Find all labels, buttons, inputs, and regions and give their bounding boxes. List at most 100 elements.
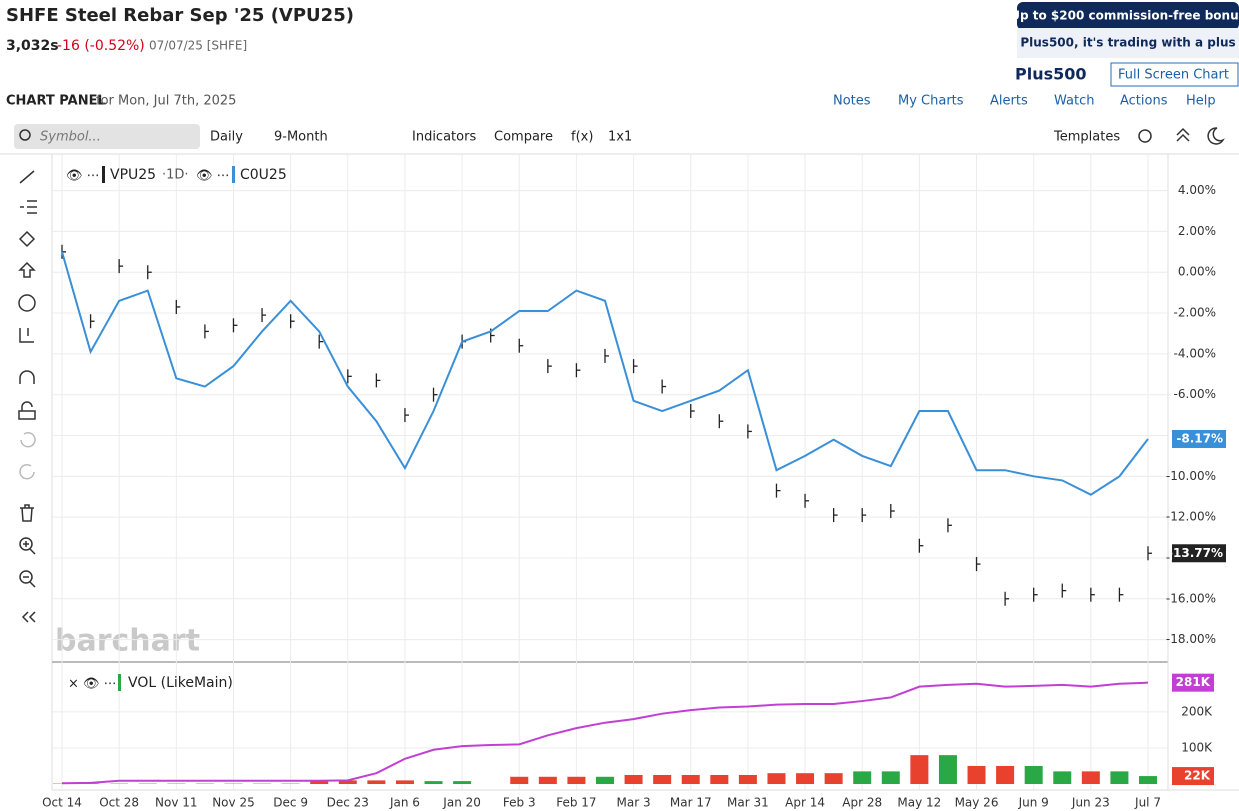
tool-measure[interactable] — [19, 328, 34, 343]
x-tick-label: Oct 14 — [42, 796, 82, 810]
x-tick-label: Apr 14 — [785, 796, 825, 810]
last-value-tag — [1172, 767, 1214, 786]
theme-icon[interactable] — [1207, 127, 1225, 145]
nav-link[interactable]: Watch — [1054, 94, 1094, 109]
legend-entry[interactable]: VOL (LikeMain) — [128, 675, 233, 691]
last-value-label: 22K — [1184, 769, 1211, 783]
tool-annotate[interactable] — [18, 294, 36, 312]
last-value-label: 281K — [1176, 675, 1211, 689]
x-tick-label: Oct 28 — [99, 796, 139, 810]
panel-date: for Mon, Jul 7th, 2025 — [96, 94, 236, 109]
x-tick-label: Mar 31 — [727, 796, 769, 810]
promo-tagline[interactable]: Plus500, it's trading with a plus — [1020, 36, 1235, 50]
volume-bar — [824, 773, 843, 784]
y-tick-label: -6.00% — [1174, 387, 1216, 401]
nav-link[interactable]: Help — [1186, 94, 1216, 109]
tool-fib[interactable] — [20, 200, 37, 214]
y-tick-label: 100K — [1181, 740, 1213, 754]
last-value-tag — [1172, 673, 1214, 692]
y-tick-label: 200K — [1181, 704, 1213, 718]
open-interest-line — [61, 681, 1149, 785]
tool-redo[interactable] — [19, 464, 35, 480]
tool-shape[interactable] — [18, 230, 36, 248]
tool-undo[interactable] — [20, 432, 36, 448]
full-screen-button[interactable] — [1110, 62, 1239, 87]
x-tick-label: Mar 17 — [670, 796, 712, 810]
legend-icons: 👁 ⋯ — [196, 169, 230, 184]
x-tick-label: May 12 — [897, 796, 941, 810]
settings-icon[interactable] — [1138, 129, 1152, 143]
volume-bar — [596, 776, 614, 784]
legend-icons: × 👁 ⋯ — [68, 677, 117, 692]
legend-entry[interactable]: C0U25 — [240, 167, 287, 183]
tool-line[interactable] — [19, 170, 35, 184]
legend-entry[interactable]: VPU25 — [110, 167, 156, 183]
x-tick-label: Dec 9 — [273, 796, 308, 810]
volume-bar — [796, 773, 815, 784]
promo-logo[interactable]: Plus500 — [1015, 65, 1087, 84]
last-value-label: -8.17% — [1176, 431, 1223, 445]
y-tick-label: 0.00% — [1178, 265, 1216, 279]
promo-headline[interactable]: Up to $200 commission-free bonus — [1010, 9, 1239, 23]
nav-link[interactable]: Notes — [833, 94, 871, 109]
panel-label: CHART PANEL — [6, 94, 106, 109]
nav-link[interactable]: My Charts — [898, 94, 964, 109]
toolbar-item[interactable]: Compare — [494, 130, 553, 145]
toolbar-item[interactable]: f(x) — [571, 130, 593, 145]
tool-magnet[interactable] — [19, 370, 35, 384]
volume-bar — [338, 780, 357, 784]
volume-bar — [996, 765, 1015, 784]
x-tick-label: Feb 17 — [556, 796, 596, 810]
search-box[interactable] — [14, 124, 200, 149]
volume-bar — [853, 771, 872, 784]
y-tick-label: 4.00% — [1178, 183, 1216, 197]
y-tick-label: 2.00% — [1178, 224, 1216, 238]
x-tick-label: May 26 — [955, 796, 999, 810]
x-tick-label: Nov 25 — [212, 796, 255, 810]
volume-bar — [367, 780, 386, 784]
toolbar-item[interactable]: 1x1 — [608, 130, 632, 145]
y-tick-label: -2.00% — [1174, 306, 1216, 320]
volume-bar — [910, 755, 929, 784]
last-value-tag — [1172, 429, 1226, 448]
volume-bar — [967, 765, 986, 784]
volume-bar — [424, 781, 443, 784]
zoom-in-glyph — [23, 541, 36, 555]
volume-bar — [738, 774, 757, 784]
volume-bar — [1139, 776, 1157, 784]
nav-link[interactable]: Alerts — [990, 94, 1028, 109]
price: 3,032s — [6, 38, 59, 54]
volume-bar — [395, 780, 414, 784]
drawing-tools — [18, 170, 37, 623]
templates[interactable]: Templates — [1053, 130, 1120, 145]
tool-delete[interactable] — [20, 504, 34, 522]
volume-bar — [538, 776, 557, 784]
volume-bar — [681, 774, 700, 784]
tool-lock[interactable] — [18, 401, 36, 420]
quote-date: 07/07/25 [SHFE] — [149, 39, 247, 53]
legend-icons: 👁 ⋯ — [66, 169, 100, 184]
toolbar-item[interactable]: Daily — [210, 130, 243, 145]
tool-zoom-out[interactable] — [19, 570, 33, 584]
collapse-icon[interactable] — [1176, 127, 1190, 142]
full-screen-label[interactable]: Full Screen Chart — [1118, 68, 1229, 83]
nav-link[interactable]: Actions — [1120, 94, 1168, 109]
promo-box[interactable] — [1017, 2, 1239, 30]
y-tick-label: -4.00% — [1174, 346, 1216, 360]
volume-bar — [624, 774, 643, 784]
y-tick-label: -10.00% — [1166, 469, 1216, 483]
legend-swatch — [102, 166, 105, 183]
search-icon — [19, 129, 31, 141]
search-placeholder[interactable]: Symbol... — [40, 130, 101, 145]
tool-collapse[interactable] — [21, 611, 36, 623]
tool-zoom-in[interactable] — [19, 537, 33, 551]
volume-bar — [653, 774, 672, 784]
toolbar-item[interactable]: 9-Month — [274, 130, 328, 145]
x-tick-label: Jun 9 — [1018, 796, 1049, 810]
toolbar-item[interactable]: Indicators — [412, 130, 476, 145]
x-tick-label: Dec 23 — [327, 796, 369, 810]
y-tick-label: -16.00% — [1166, 591, 1216, 605]
volume-bar — [1024, 765, 1043, 784]
tool-arrow[interactable] — [18, 261, 36, 278]
volume-bar — [938, 755, 957, 784]
